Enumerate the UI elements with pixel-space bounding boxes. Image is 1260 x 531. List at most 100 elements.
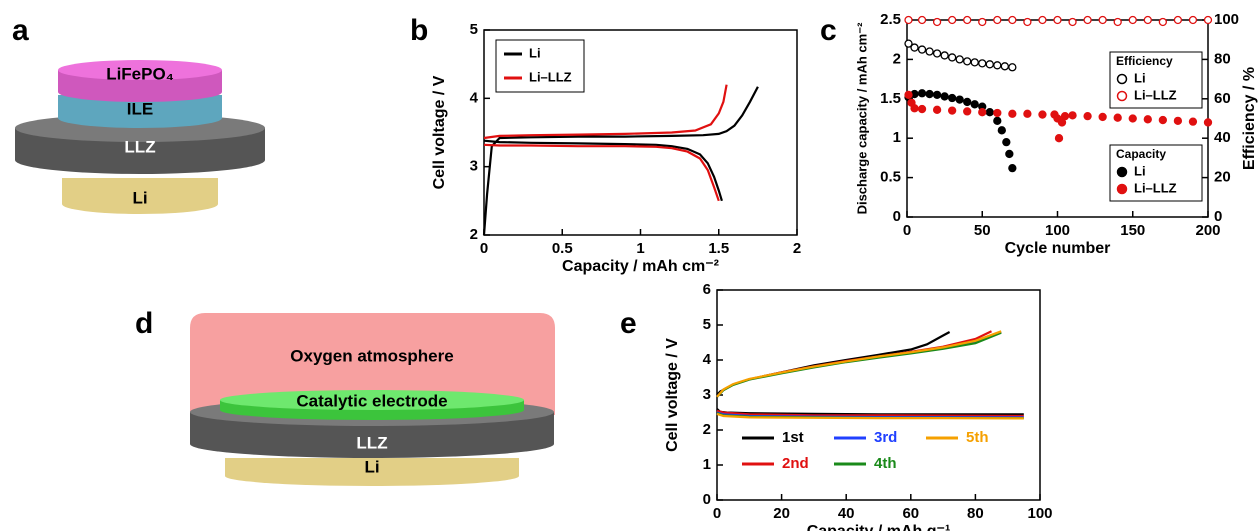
x-tick-label: 50 (974, 222, 991, 239)
data-point (1024, 110, 1031, 117)
legend-swatch (1118, 75, 1127, 84)
data-point (1006, 150, 1013, 157)
data-point (1129, 17, 1136, 24)
x-tick-label: 2 (793, 240, 801, 257)
data-point (926, 48, 933, 55)
y2-tick-label: 40 (1214, 129, 1231, 146)
y-tick-label: 3 (703, 386, 711, 403)
data-point (971, 59, 978, 66)
y-tick-label: 6 (703, 281, 711, 298)
legend-label: Li–LLZ (1134, 87, 1177, 102)
cell-diagram: Oxygen atmosphere Catalytic electrode LL… (190, 313, 555, 486)
legend-swatch (1118, 185, 1127, 194)
data-point (986, 61, 993, 68)
data-point (1159, 117, 1166, 124)
data-point (949, 54, 956, 61)
data-point (949, 17, 956, 24)
y-tick-label: 4 (470, 89, 479, 106)
x-tick-label: 100 (1027, 505, 1052, 522)
panel-label: e (620, 307, 637, 340)
panel-label: a (12, 14, 29, 47)
x-axis-title: Capacity / mAh cm⁻² (562, 258, 719, 275)
y-axis-title: Cell voltage / V (664, 338, 681, 452)
data-point (1009, 17, 1016, 24)
data-point (964, 58, 971, 65)
y-tick-label: 0 (703, 491, 711, 508)
data-point (1001, 63, 1008, 70)
x-tick-label: 0.5 (552, 240, 573, 257)
y-tick-label: 1 (703, 456, 711, 473)
y-tick-label: 2 (893, 50, 901, 67)
legend-label: Li–LLZ (529, 69, 572, 84)
data-point (934, 91, 941, 98)
y-axis-title: Cell voltage / V (431, 75, 448, 189)
data-point (1205, 119, 1212, 126)
data-point (979, 18, 986, 25)
data-point (964, 17, 971, 24)
y-tick-label: 4 (703, 351, 712, 368)
legend-title: Efficiency (1116, 54, 1173, 68)
data-line (717, 332, 1024, 414)
data-point (994, 62, 1001, 69)
data-point (934, 106, 941, 113)
data-point (949, 107, 956, 114)
data-point (964, 108, 971, 115)
x-tick-label: 1 (636, 240, 644, 257)
x-tick-label: 40 (838, 505, 855, 522)
y-tick-label: 0.5 (880, 169, 901, 186)
x-tick-label: 150 (1120, 222, 1145, 239)
data-point (1144, 17, 1151, 24)
data-point (998, 127, 1005, 134)
layer-label: Li (364, 457, 379, 476)
data-point (1205, 17, 1212, 24)
data-line (484, 87, 758, 235)
layer-label: Oxygen atmosphere (290, 346, 453, 365)
data-point (994, 117, 1001, 124)
layer-label: Li (132, 188, 147, 207)
data-line (717, 331, 1024, 418)
data-point (1039, 17, 1046, 24)
data-point (1099, 17, 1106, 24)
y-axis-title: Discharge capacity / mAh cm⁻² (854, 22, 869, 214)
legend-label: 4th (874, 455, 897, 472)
data-point (986, 109, 993, 116)
figure: a b c d e LiFePO₄ ILE LLZ Li Oxygen atmo… (0, 0, 1260, 531)
data-point (1189, 17, 1196, 24)
data-point (1159, 18, 1166, 25)
data-point (1009, 110, 1016, 117)
layer-label: ILE (127, 99, 153, 118)
y-tick-label: 2 (703, 421, 711, 438)
x-tick-label: 80 (967, 505, 984, 522)
data-point (949, 95, 956, 102)
y-tick-label: 2.5 (880, 11, 901, 28)
x-tick-label: 0 (903, 222, 911, 239)
data-line (717, 332, 1024, 417)
data-point (919, 90, 926, 97)
y-tick-label: 2 (470, 226, 478, 243)
data-point (994, 109, 1001, 116)
cell-diagram: LiFePO₄ ILE LLZ Li (15, 60, 265, 214)
panel-label: c (820, 14, 837, 47)
data-point (1069, 112, 1076, 119)
data-point (919, 46, 926, 53)
data-point (971, 101, 978, 108)
data-point (919, 17, 926, 24)
x-tick-label: 0 (713, 505, 721, 522)
data-point (1189, 118, 1196, 125)
x-tick-label: 0 (480, 240, 488, 257)
data-point (1009, 165, 1016, 172)
y-tick-label: 0 (893, 208, 901, 225)
data-point (941, 52, 948, 59)
legend-label: Li–LLZ (1134, 180, 1177, 195)
legend-label: 1st (782, 429, 804, 446)
legend-swatch (1118, 92, 1127, 101)
data-point (1114, 18, 1121, 25)
panel-label: d (135, 307, 153, 340)
data-point (1084, 113, 1091, 120)
data-point (1129, 115, 1136, 122)
legend-label: Li (1134, 163, 1146, 178)
layer-label: LiFePO₄ (106, 64, 174, 83)
data-point (934, 50, 941, 57)
y-tick-label: 5 (703, 316, 711, 333)
x-axis-title: Cycle number (1005, 240, 1111, 257)
